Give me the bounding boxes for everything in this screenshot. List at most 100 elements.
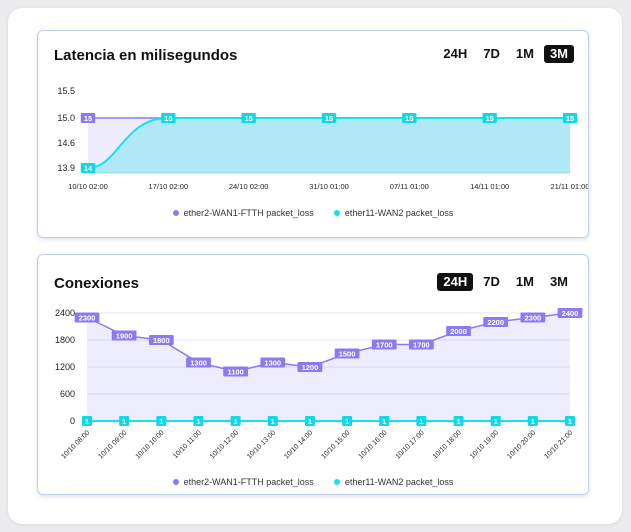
wan2-data-label: 15 (325, 114, 333, 123)
x-tick-label: 17/10 02:00 (149, 182, 189, 191)
wan2-data-label: 1 (531, 417, 535, 426)
wan1-data-label: 1200 (302, 363, 319, 372)
legend-label: ether2-WAN1-FTTH packet_loss (183, 208, 314, 218)
x-tick-label: 10/10 14:00 (283, 429, 314, 460)
x-tick-label: 10/10 09:00 (97, 429, 128, 460)
wan2-data-label-box (267, 416, 278, 426)
connections-legend-item-wan2[interactable]: ether11-WAN2 packet_loss (333, 477, 454, 487)
wan1-data-label: 2400 (562, 309, 579, 318)
legend-label: ether11-WAN2 packet_loss (344, 208, 454, 218)
legend-dot-icon (172, 210, 179, 216)
wan2-data-label-box (482, 113, 497, 123)
wan1-data-label-box (74, 312, 100, 323)
wan2-data-label-box (453, 416, 464, 426)
wan1-data-label: 1300 (264, 359, 281, 368)
legend-dot-icon (333, 210, 340, 216)
wan2-data-label-box (80, 163, 96, 173)
wan2-data-label-box (119, 416, 130, 426)
x-tick-label: 10/10 02:00 (68, 182, 108, 191)
connections-chart: 0 600 1200 1800 2400 2300 1900 1800 1300 1100 1300… (55, 308, 583, 461)
wan1-data-label-box (80, 113, 96, 123)
latency-legend-item-wan2[interactable]: ether11-WAN2 packet_loss (333, 208, 454, 218)
wan2-data-label-box (402, 113, 417, 123)
wan2-data-label-box (342, 416, 353, 426)
latency-title: Latencia en milisegundos (54, 47, 238, 64)
wan1-data-label-box (408, 339, 434, 350)
legend-dot-icon (333, 479, 340, 485)
latency-range-7d[interactable]: 7D (483, 46, 500, 61)
wan1-data-label: 1700 (376, 341, 393, 350)
connections-range-7d[interactable]: 7D (483, 274, 500, 289)
y-tick-label: 1200 (55, 362, 75, 372)
connections-card: Conexiones 24H 7D 1M 3M 0 600 1200 1800 2400… (37, 254, 589, 495)
x-tick-label: 10/10 08:00 (60, 429, 91, 460)
x-tick-label: 10/10 12:00 (209, 429, 240, 460)
latency-range-24h[interactable]: 24H (443, 46, 468, 61)
wan1-data-label: 2200 (487, 318, 504, 327)
wan2-data-label: 1 (308, 417, 312, 426)
latency-legend-item-wan1[interactable]: ether2-WAN1-FTTH packet_loss (172, 208, 314, 218)
wan2-data-label: 15 (244, 114, 252, 123)
series-wan1-area (87, 313, 570, 421)
wan1-data-label: 1500 (339, 350, 356, 359)
wan2-data-label: 1 (382, 417, 386, 426)
wan1-data-label: 2300 (79, 314, 96, 323)
wan2-data-label-box (304, 416, 315, 426)
x-tick-label: 10/10 21:00 (543, 429, 574, 460)
connections-title: Conexiones (54, 275, 140, 292)
x-tick-label: 10/10 15:00 (320, 429, 351, 460)
wan2-data-label: 1 (345, 417, 349, 426)
wan1-data-label-box (297, 362, 323, 372)
latency-range-3m[interactable]: 3M (543, 45, 574, 63)
legend-dot-icon (172, 479, 179, 485)
wan1-data-label-box (223, 366, 249, 377)
wan2-data-label-box (565, 416, 575, 426)
y-tick-label: 14.6 (57, 138, 75, 148)
wan2-data-label: 1 (85, 417, 89, 426)
latency-chart: 13.9 14.6 15.0 15.5 15 14 15 15 15 15 15 15 10/10 02… (57, 86, 588, 191)
y-tick-label: 13.9 (57, 163, 75, 173)
wan2-data-label: 14 (84, 164, 93, 173)
wan2-data-label-box (230, 416, 241, 426)
wan1-data-label: 1100 (227, 368, 243, 377)
latency-card: Latencia en milisegundos 24H 7D 1M 3M 13… (37, 30, 589, 238)
wan1-data-label-box (371, 339, 397, 350)
wan2-data-label-box (527, 416, 538, 426)
latency-range-1m[interactable]: 1M (515, 46, 534, 61)
wan2-data-label-box (379, 416, 390, 426)
wan1-data-label: 1300 (190, 359, 207, 368)
x-tick-label: 24/10 02:00 (229, 182, 269, 191)
wan1-data-label-box (520, 312, 546, 323)
wan2-data-label: 1 (196, 417, 200, 426)
y-tick-label: 2400 (55, 308, 75, 318)
wan2-data-label-box (156, 416, 167, 426)
legend-label: ether11-WAN2 packet_loss (344, 477, 454, 487)
wan1-data-label: 15 (84, 114, 92, 123)
x-tick-label: 10/10 18:00 (432, 429, 463, 460)
wan1-data-label-box (148, 335, 174, 345)
y-tick-label: 1800 (55, 335, 75, 345)
wan2-data-label: 1 (568, 417, 572, 426)
x-tick-label: 10/10 10:00 (135, 429, 166, 460)
latency-legend: ether2-WAN1-FTTH packet_loss ether11-WAN… (38, 208, 588, 218)
wan2-data-label-box (416, 416, 427, 426)
wan2-data-label: 1 (234, 417, 238, 426)
connections-range-3m[interactable]: 3M (549, 274, 568, 289)
wan2-data-label-box (82, 416, 92, 426)
wan2-data-label-box (490, 416, 501, 426)
connections-range-24h[interactable]: 24H (437, 273, 474, 291)
y-tick-label: 15.0 (57, 113, 75, 123)
latency-range-selector: 24H 7D 1M 3M (437, 45, 574, 63)
connections-legend-item-wan1[interactable]: ether2-WAN1-FTTH packet_loss (172, 477, 314, 487)
wan2-data-label: 1 (494, 417, 498, 426)
x-tick-label: 10/10 11:00 (172, 429, 203, 460)
connections-range-1m[interactable]: 1M (515, 274, 534, 289)
x-tick-label: 10/10 20:00 (506, 429, 537, 460)
series-wan1-area (88, 118, 570, 173)
wan2-data-label: 1 (271, 417, 275, 426)
wan1-data-label-box (260, 357, 286, 368)
wan2-data-label: 15 (164, 114, 172, 123)
wan1-data-label-box (111, 330, 137, 341)
series-wan2-area (88, 118, 570, 173)
wan1-data-label: 2300 (525, 314, 542, 323)
